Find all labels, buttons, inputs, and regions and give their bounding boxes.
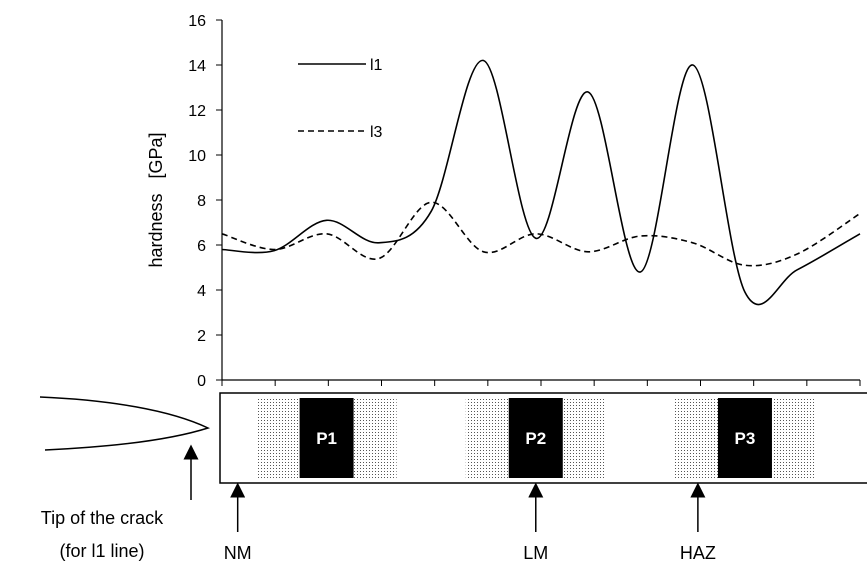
y-tick-label: 2 bbox=[197, 328, 206, 345]
y-tick-label: 8 bbox=[197, 193, 206, 210]
crack-label-line1: Tip of the crack bbox=[41, 508, 164, 528]
legend: l1 l3 bbox=[298, 57, 383, 141]
crack-shape bbox=[39, 396, 211, 451]
chart: 0 2 4 6 8 10 12 14 16 hardness [GPa] l1 l3 bbox=[146, 13, 861, 390]
series-l1-line bbox=[221, 59, 861, 306]
y-tick-label: 10 bbox=[188, 148, 206, 165]
y-axis-label: hardness [GPa] bbox=[146, 132, 166, 267]
phase-block bbox=[508, 398, 563, 478]
phase-block bbox=[717, 398, 772, 478]
y-tick-label: 14 bbox=[188, 58, 206, 75]
phase-label: P3 bbox=[735, 429, 756, 448]
specimen-schematic: P1 P2 P3 Tip of the crack (for l1 line) NM… bbox=[39, 392, 867, 563]
y-tick-label: 4 bbox=[197, 283, 206, 300]
x-ticks bbox=[221, 380, 861, 386]
y-tick-label: 16 bbox=[188, 13, 206, 30]
zone-label: LM bbox=[523, 543, 548, 563]
y-tick-label: 0 bbox=[197, 373, 206, 390]
phase-layer: P1 P2 P3 bbox=[256, 398, 815, 478]
legend-label-l3: l3 bbox=[370, 124, 383, 141]
legend-label-l1: l1 bbox=[370, 57, 383, 74]
zone-layer: NM LM HAZ bbox=[224, 482, 716, 563]
phase-block bbox=[299, 398, 354, 478]
series-l3-line bbox=[221, 201, 861, 267]
y-ticks: 0 2 4 6 8 10 12 14 16 bbox=[188, 13, 222, 390]
zone-label: HAZ bbox=[680, 543, 716, 563]
crack-label-line2: (for l1 line) bbox=[59, 541, 144, 561]
zone-label: NM bbox=[224, 543, 252, 563]
phase-label: P1 bbox=[316, 429, 337, 448]
y-tick-label: 6 bbox=[197, 238, 206, 255]
y-tick-label: 12 bbox=[188, 103, 206, 120]
phase-label: P2 bbox=[525, 429, 546, 448]
series-layer bbox=[221, 59, 861, 306]
